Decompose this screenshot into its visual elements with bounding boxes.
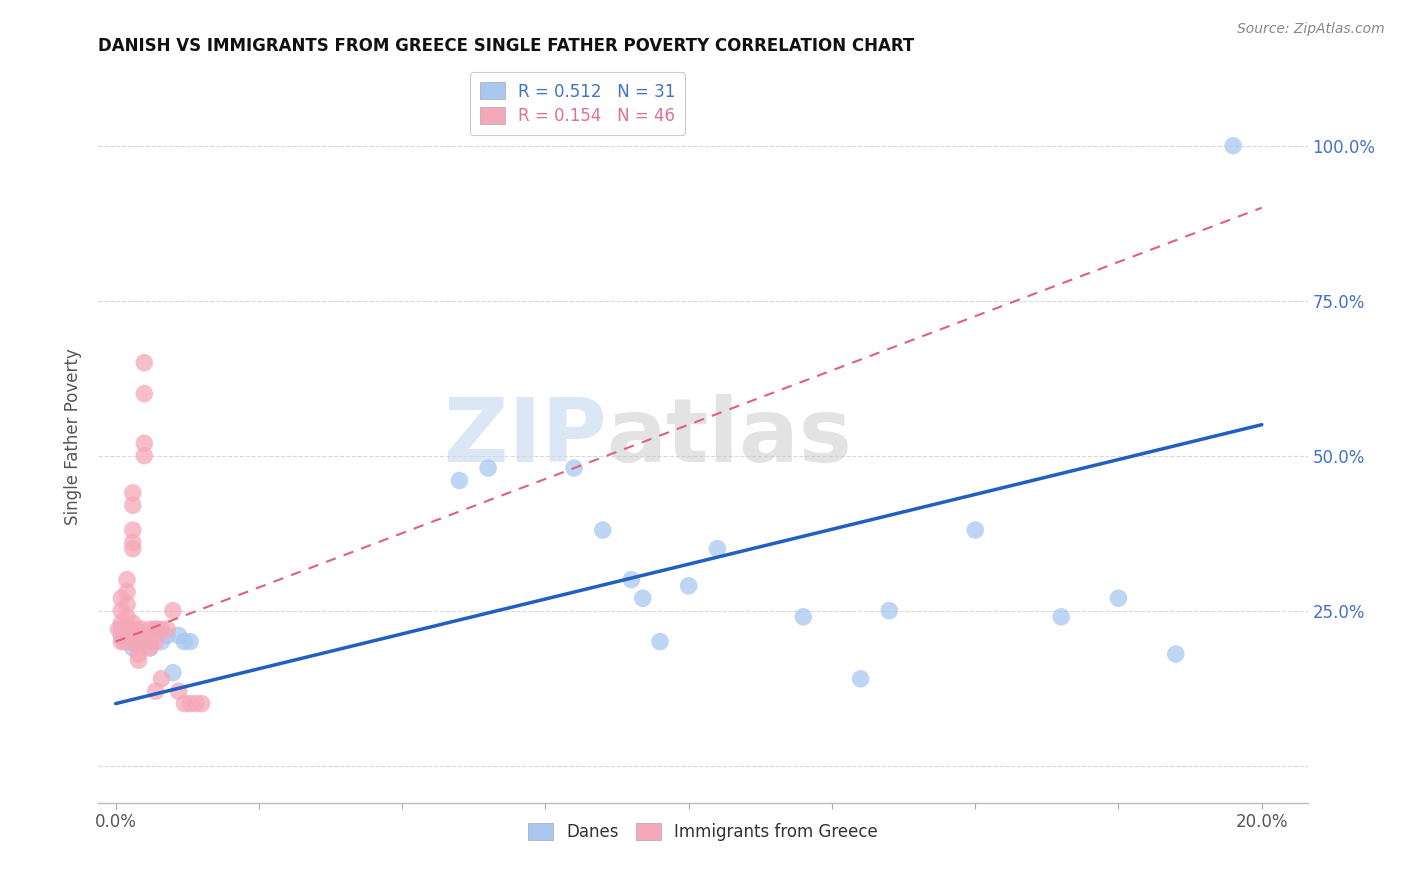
Point [128, 640, 150, 655]
Point [134, 436, 156, 450]
Point [877, 604, 900, 618]
Point [145, 684, 167, 698]
Point [792, 610, 814, 624]
Point [150, 622, 173, 636]
Point [1222, 138, 1244, 153]
Point [134, 634, 156, 648]
Point [121, 486, 143, 500]
Point [145, 634, 167, 648]
Point [162, 665, 184, 680]
Point [1107, 591, 1129, 606]
Point [167, 684, 190, 698]
Point [110, 615, 132, 630]
Point [115, 610, 138, 624]
Point [190, 697, 212, 711]
Point [1050, 610, 1073, 624]
Point [173, 634, 195, 648]
Text: atlas: atlas [606, 393, 852, 481]
Point [620, 573, 643, 587]
Point [849, 672, 872, 686]
Text: Source: ZipAtlas.com: Source: ZipAtlas.com [1237, 22, 1385, 37]
Point [562, 461, 585, 475]
Point [167, 628, 190, 642]
Point [115, 622, 138, 636]
Point [110, 622, 132, 636]
Point [121, 634, 143, 648]
Point [110, 591, 132, 606]
Point [110, 604, 132, 618]
Point [150, 672, 173, 686]
Point [477, 461, 499, 475]
Point [134, 449, 156, 463]
Point [115, 573, 138, 587]
Point [145, 622, 167, 636]
Point [179, 634, 201, 648]
Point [648, 634, 671, 648]
Point [139, 622, 162, 636]
Point [139, 640, 162, 655]
Point [115, 634, 138, 648]
Point [156, 628, 179, 642]
Point [145, 622, 167, 636]
Y-axis label: Single Father Poverty: Single Father Poverty [65, 349, 83, 525]
Point [128, 628, 150, 642]
Point [134, 386, 156, 401]
Point [110, 628, 132, 642]
Point [115, 598, 138, 612]
Point [179, 697, 201, 711]
Point [121, 535, 143, 549]
Text: ZIP: ZIP [443, 393, 606, 481]
Point [134, 356, 156, 370]
Point [162, 604, 184, 618]
Point [131, 622, 153, 636]
Point [139, 640, 162, 655]
Legend: Danes, Immigrants from Greece: Danes, Immigrants from Greece [520, 814, 886, 849]
Point [965, 523, 987, 537]
Point [678, 579, 700, 593]
Point [115, 628, 138, 642]
Point [173, 697, 195, 711]
Point [112, 634, 135, 648]
Point [128, 653, 150, 667]
Point [107, 622, 129, 636]
Point [124, 622, 146, 636]
Point [121, 523, 143, 537]
Point [121, 498, 143, 512]
Point [128, 634, 150, 648]
Point [121, 634, 143, 648]
Point [121, 615, 143, 630]
Point [706, 541, 728, 556]
Point [592, 523, 614, 537]
Point [631, 591, 654, 606]
Point [139, 634, 162, 648]
Point [150, 634, 173, 648]
Point [449, 474, 471, 488]
Point [121, 541, 143, 556]
Point [110, 634, 132, 648]
Point [1164, 647, 1187, 661]
Point [118, 622, 141, 636]
Point [115, 585, 138, 599]
Point [156, 622, 179, 636]
Text: DANISH VS IMMIGRANTS FROM GREECE SINGLE FATHER POVERTY CORRELATION CHART: DANISH VS IMMIGRANTS FROM GREECE SINGLE … [98, 37, 915, 54]
Point [128, 647, 150, 661]
Point [184, 697, 207, 711]
Point [121, 640, 143, 655]
